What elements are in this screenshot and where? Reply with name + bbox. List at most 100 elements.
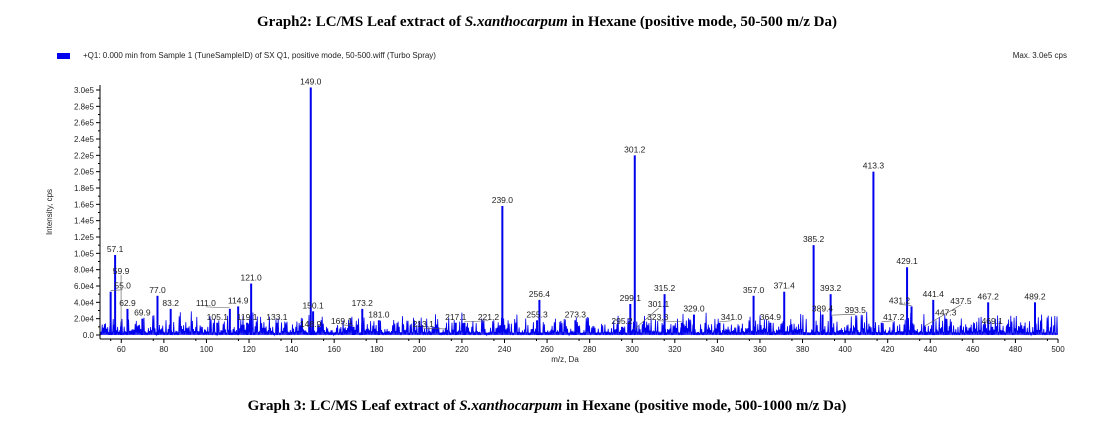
x-tick-label: 320 bbox=[668, 345, 682, 354]
peak-label: 393.5 bbox=[845, 305, 867, 315]
legend-label: +Q1: 0.000 min from Sample 1 (TuneSample… bbox=[83, 51, 436, 60]
peak-label: 417.2 bbox=[883, 312, 905, 322]
peak-label: 59.9 bbox=[113, 266, 130, 276]
peak-label: 441.4 bbox=[923, 289, 945, 299]
legend-swatch bbox=[57, 52, 70, 59]
peak-label: 467.2 bbox=[978, 291, 1000, 301]
peak-label: 105.1 bbox=[207, 312, 229, 322]
x-tick-label: 180 bbox=[370, 345, 384, 354]
peak-label: 255.3 bbox=[526, 309, 548, 319]
x-tick-label: 360 bbox=[753, 345, 767, 354]
peak-leader-line bbox=[423, 327, 448, 330]
max-intensity-label: Max. 3.0e5 cps bbox=[1012, 51, 1067, 60]
peak-label: 173.2 bbox=[352, 298, 374, 308]
peak-label: 217.1 bbox=[445, 312, 467, 322]
y-tick-label: 1.8e5 bbox=[74, 184, 95, 193]
peak-label: 149.0 bbox=[300, 77, 322, 87]
x-tick-label: 440 bbox=[924, 345, 938, 354]
y-tick-label: 3.0e5 bbox=[74, 86, 95, 95]
y-tick-label: 2.4e5 bbox=[74, 135, 95, 144]
x-tick-label: 300 bbox=[626, 345, 640, 354]
x-tick-label: 200 bbox=[413, 345, 427, 354]
peak-label: 447.3 bbox=[935, 308, 957, 318]
peak-leader-line bbox=[464, 320, 489, 323]
peak-label: 62.9 bbox=[119, 298, 136, 308]
peak-label: 323.3 bbox=[647, 312, 669, 322]
y-tick-label: 2.0e4 bbox=[74, 315, 95, 324]
caption-text: Graph2: LC/MS Leaf extract of bbox=[257, 14, 465, 30]
x-tick-label: 280 bbox=[583, 345, 597, 354]
caption-text: in Hexane (positive mode, 50-500 m/z Da) bbox=[567, 14, 837, 30]
x-tick-label: 60 bbox=[117, 345, 126, 354]
peak-leader-line bbox=[924, 304, 962, 327]
y-tick-label: 2.0e5 bbox=[74, 168, 95, 177]
y-tick-label: 4.0e4 bbox=[74, 298, 95, 307]
x-axis-title: m/z, Da bbox=[551, 355, 579, 364]
peak-leader-line bbox=[719, 320, 732, 323]
peak-label: 413.3 bbox=[863, 161, 885, 171]
peak-leader-line bbox=[831, 313, 856, 316]
peak-label: 148.9 bbox=[300, 319, 322, 329]
peak-leader-line bbox=[899, 304, 912, 306]
x-tick-label: 420 bbox=[881, 345, 895, 354]
peak-label: 393.2 bbox=[820, 283, 842, 293]
y-tick-label: 1.6e5 bbox=[74, 200, 95, 209]
x-tick-label: 140 bbox=[285, 345, 299, 354]
peak-label: 256.4 bbox=[529, 289, 551, 299]
x-tick-label: 160 bbox=[327, 345, 341, 354]
y-tick-label: 1.0e5 bbox=[74, 249, 95, 258]
x-tick-label: 380 bbox=[796, 345, 810, 354]
peak-label: 437.5 bbox=[950, 296, 972, 306]
peak-label: 69.9 bbox=[134, 308, 151, 318]
x-tick-label: 400 bbox=[838, 345, 852, 354]
y-axis-title: Intensity, cps bbox=[45, 189, 54, 235]
peak-label: 469.1 bbox=[982, 316, 1004, 326]
peak-label: 315.2 bbox=[654, 283, 676, 293]
peak-label: 121.0 bbox=[241, 273, 263, 283]
peak-label: 77.0 bbox=[149, 285, 166, 295]
y-tick-label: 8.0e4 bbox=[74, 266, 95, 275]
y-tick-label: 2.2e5 bbox=[74, 151, 95, 160]
peak-label: 357.0 bbox=[743, 285, 765, 295]
peak-label: 489.2 bbox=[1024, 291, 1046, 301]
peak-label: 133.1 bbox=[266, 312, 288, 322]
peak-label: 429.1 bbox=[896, 256, 918, 266]
x-tick-label: 80 bbox=[159, 345, 168, 354]
y-tick-label: 1.4e5 bbox=[74, 217, 95, 226]
peak-label: 221.2 bbox=[478, 312, 500, 322]
caption-text: in Hexane (positive mode, 500-1000 m/z D… bbox=[562, 398, 847, 414]
peak-label: 57.1 bbox=[107, 244, 124, 254]
peak-label: 239.0 bbox=[492, 195, 514, 205]
peak-label: 341.0 bbox=[721, 312, 743, 322]
x-tick-label: 220 bbox=[455, 345, 469, 354]
x-tick-label: 240 bbox=[498, 345, 512, 354]
peak-leader-line bbox=[657, 320, 682, 323]
chart-legend: +Q1: 0.000 min from Sample 1 (TuneSample… bbox=[57, 51, 436, 60]
peak-label: 295.2 bbox=[611, 316, 633, 326]
peak-label: 114.9 bbox=[228, 295, 249, 305]
x-tick-label: 500 bbox=[1051, 345, 1065, 354]
caption-species: S.xanthocarpum bbox=[464, 14, 568, 30]
peak-leader-line bbox=[634, 307, 659, 330]
peak-label: 371.4 bbox=[774, 281, 796, 291]
caption-text: Graph 3: LC/MS Leaf extract of bbox=[247, 398, 460, 414]
caption-species: S.xanthocarpum bbox=[459, 398, 563, 414]
peak-label: 273.3 bbox=[565, 309, 587, 319]
x-tick-label: 340 bbox=[711, 345, 725, 354]
peak-leader-line bbox=[205, 306, 230, 309]
y-tick-label: 1.2e5 bbox=[74, 233, 95, 242]
x-tick-label: 260 bbox=[540, 345, 554, 354]
peak-label: 389.4 bbox=[812, 304, 834, 314]
y-tick-label: 0.0 bbox=[83, 331, 95, 340]
x-tick-label: 120 bbox=[242, 345, 256, 354]
graph3-caption: Graph 3: LC/MS Leaf extract of S.xanthoc… bbox=[0, 398, 1094, 415]
peak-label: 385.2 bbox=[803, 234, 825, 244]
peak-leader-line bbox=[110, 289, 123, 292]
peak-label: 150.1 bbox=[302, 300, 324, 310]
peak-label: 301.1 bbox=[648, 299, 670, 309]
x-tick-label: 460 bbox=[966, 345, 980, 354]
peak-label: 329.0 bbox=[683, 304, 705, 314]
peak-label: 301.2 bbox=[624, 144, 646, 154]
x-tick-label: 100 bbox=[200, 345, 214, 354]
